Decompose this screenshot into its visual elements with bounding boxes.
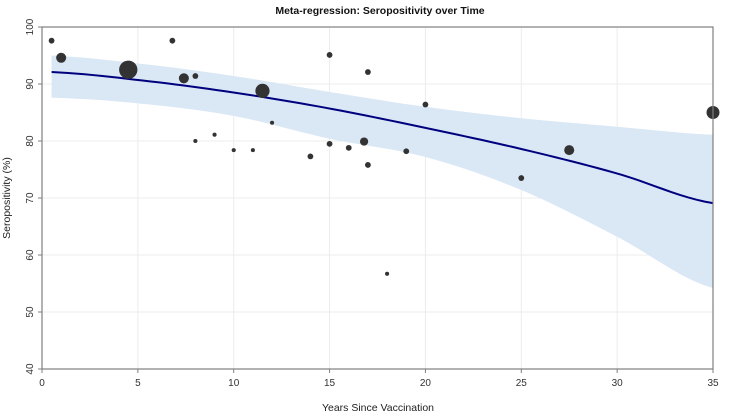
confidence-band [51,55,713,289]
x-tick-label: 35 [707,378,719,389]
study-point [359,137,369,146]
study-point [365,69,371,75]
study-point [564,145,575,156]
study-point [326,52,333,58]
x-tick-label: 20 [420,378,432,389]
study-point [345,144,352,151]
study-point [48,37,55,44]
study-point [365,162,371,168]
x-tick-label: 30 [612,378,624,389]
study-point [385,271,390,276]
study-point [193,138,198,144]
y-tick-label: 70 [25,192,36,204]
study-point [192,73,199,79]
study-point [169,37,176,44]
study-point [250,148,255,153]
x-tick-label: 25 [516,378,528,389]
study-point [518,175,525,181]
study-point [212,132,217,137]
x-tick-label: 5 [135,378,141,389]
study-point [422,101,429,108]
y-tick-label: 60 [25,249,36,261]
study-point [56,52,67,63]
study-point [403,148,410,155]
study-point [119,60,138,79]
study-point [231,148,236,153]
y-tick-label: 90 [25,78,36,90]
study-points [48,37,720,276]
study-point [178,73,189,84]
y-tick-label: 80 [25,135,36,147]
x-tick-label: 10 [228,378,240,389]
study-point [326,140,333,147]
y-tick-label: 40 [25,363,36,375]
y-axis-label: Seropositivity (%) [1,157,13,239]
x-axis-ticks: 0 5 10 15 20 25 30 35 [39,369,719,389]
x-axis-label: Years Since Vaccination [322,402,434,414]
chart-title: Meta-regression: Seropositivity over Tim… [275,5,484,17]
x-tick-label: 15 [324,378,336,389]
x-tick-label: 0 [39,378,45,389]
study-point [270,120,275,125]
regression-line [51,71,714,205]
study-point [307,153,314,160]
y-tick-label: 100 [25,18,36,35]
study-point [255,83,270,98]
y-axis-ticks: 40 50 60 70 80 90 100 [25,18,42,375]
y-tick-label: 50 [25,306,36,318]
